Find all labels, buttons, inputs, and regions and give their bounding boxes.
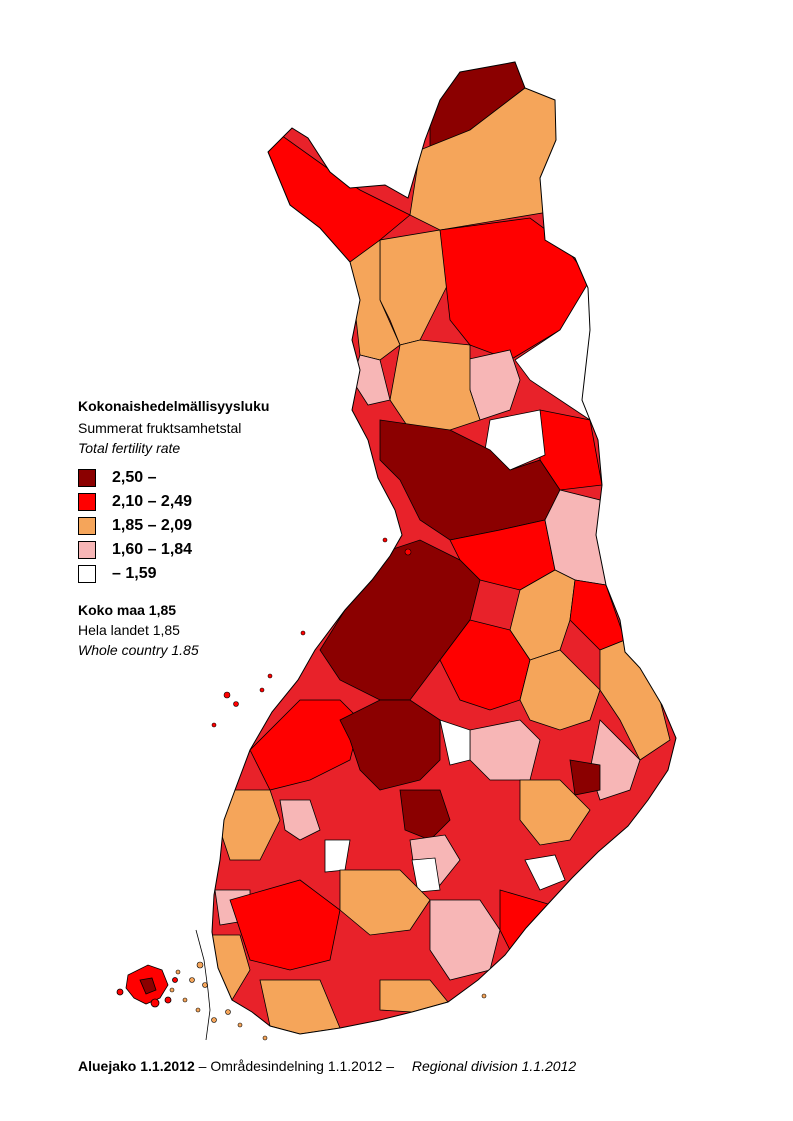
map-legend: Kokonaishedelmällisyysluku Summerat fruk… (78, 398, 318, 660)
legend-item: 1,85 – 2,09 (78, 514, 318, 538)
legend-label: – 1,59 (112, 565, 157, 582)
legend-item: 2,10 – 2,49 (78, 490, 318, 514)
sea-border-line (195, 929, 211, 1041)
legend-item: 2,50 – (78, 466, 318, 490)
legend-swatch (78, 517, 96, 535)
legend-label: 1,60 – 1,84 (112, 541, 193, 558)
footer-fi: Aluejako 1.1.2012 (78, 1058, 195, 1074)
country-total-sv: Hela landet 1,85 (78, 622, 180, 638)
legend-swatch (78, 541, 96, 559)
islands (169, 537, 487, 1041)
legend-item: 1,60 – 1,84 (78, 538, 318, 562)
legend-swatch (78, 493, 96, 511)
legend-label: 2,10 – 2,49 (112, 493, 193, 510)
legend-subtitle-sv: Summerat fruktsamhetstal (78, 420, 242, 436)
legend-label: 1,85 – 2,09 (112, 517, 193, 534)
legend-subtitle-en: Total fertility rate (78, 440, 181, 456)
country-total-fi: Koko maa 1,85 (78, 602, 177, 618)
municipality-regions (212, 62, 671, 1034)
footer-en: Regional division 1.1.2012 (411, 1058, 577, 1074)
legend-swatch (78, 469, 96, 487)
legend-item: – 1,59 (78, 562, 318, 586)
legend-label: 2,50 – (112, 469, 157, 486)
aland-islands (116, 964, 178, 1008)
country-total-en: Whole country 1.85 (78, 642, 199, 658)
legend-swatch (78, 565, 96, 583)
legend-items: 2,50 – 2,10 – 2,49 1,85 – 2,09 1,60 – 1,… (78, 466, 318, 586)
country-summary: Koko maa 1,85 Hela landet 1,85 Whole cou… (78, 600, 318, 660)
footer-caption: Aluejako 1.1.2012 – Områdesindelning 1.1… (78, 1058, 576, 1074)
legend-title: Kokonaishedelmällisyysluku (78, 398, 270, 414)
finland-map (116, 61, 677, 1041)
footer-sv: – Områdesindelning 1.1.2012 – (198, 1058, 394, 1074)
